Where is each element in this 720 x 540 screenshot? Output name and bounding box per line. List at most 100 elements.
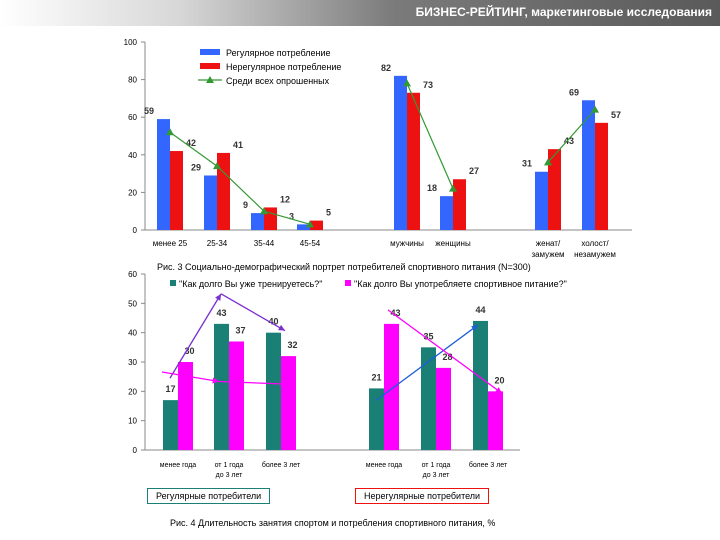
chart1-bar: [310, 220, 323, 230]
chart1-x-tick-label: мужчины: [390, 239, 424, 248]
chart1-y-tick-label: 40: [128, 151, 137, 160]
chart1-title: Рис. 3 Социально-демографический портрет…: [157, 262, 531, 272]
chart1-y-tick-label: 0: [133, 226, 138, 235]
chart1-bar: [407, 92, 420, 230]
chart1-bar: [217, 152, 230, 230]
chart2-y-tick-label: 40: [128, 329, 137, 338]
chart1-x-tick-label: холост/незамужем: [574, 239, 616, 259]
chart1-series-line: [406, 83, 454, 189]
chart2-x-tick-label: более 3 лет: [469, 461, 508, 469]
chart1-bar: [440, 196, 453, 230]
chart2-data-label: 44: [475, 305, 485, 315]
chart2-x-tick-label: от 1 года до 3 лет: [422, 462, 451, 479]
chart1-data-label: 12: [280, 194, 290, 204]
chart2-x-tick-label: более 3 лет: [262, 461, 301, 469]
chart2-x-tick-label: менее года: [160, 462, 197, 469]
chart2-bar: [281, 356, 296, 450]
chart2-data-label: 21: [371, 372, 381, 382]
chart2-bar: [488, 391, 503, 450]
chart2-trend-arrow-head: [471, 324, 478, 332]
chart1-y-tick-label: 20: [128, 188, 137, 197]
chart1-legend-label: Среди всех опрошенных: [226, 76, 330, 86]
chart2-data-label: 20: [494, 375, 504, 385]
chart1-series-line: [263, 210, 311, 225]
chart-demographics: 0 20 40 60 80 100 59 42 менее 25 29 41 25-34 9 12 35-4…: [124, 38, 632, 259]
chart1-legend-swatch: [200, 49, 220, 55]
chart2-data-label: 32: [287, 340, 297, 350]
chart2-y-tick-label: 30: [128, 358, 137, 367]
chart1-point: [591, 105, 599, 113]
chart2-trend-arrow: [375, 324, 479, 401]
chart1-series-line: [216, 165, 265, 212]
chart1-data-label: 57: [611, 110, 621, 120]
chart1-data-label: 9: [243, 200, 248, 210]
chart1-data-label: 3: [289, 211, 294, 221]
chart2-data-label: 30: [184, 346, 194, 356]
chart1-y-tick-label: 100: [124, 38, 138, 47]
chart1-data-label: 69: [569, 87, 579, 97]
chart2-x-tick-label: от 1 года до 3 лет: [215, 462, 244, 479]
chart1-point: [213, 162, 221, 170]
chart1-data-label: 73: [423, 80, 433, 90]
chart1-x-tick-label: 25-34: [207, 239, 228, 248]
chart1-data-label: 43: [564, 136, 574, 146]
header-title: БИЗНЕС-РЕЙТИНГ, маркетинговые исследован…: [415, 5, 712, 19]
chart2-trend-arrow-head: [278, 324, 285, 331]
chart1-legend-label: Нерегулярное потребление: [226, 62, 341, 72]
chart1-legend-marker: [206, 76, 214, 83]
chart2-bar: [163, 400, 178, 450]
chart2-x-tick-label: менее года: [366, 462, 403, 469]
chart2-data-label: 35: [423, 331, 433, 341]
chart1-bar: [595, 122, 608, 230]
chart2-trend-arrow: [387, 309, 503, 394]
chart2-y-tick-label: 10: [128, 417, 137, 426]
chart2-data-label: 37: [235, 325, 245, 335]
chart2-trend-arrow-head: [215, 293, 221, 301]
chart2-y-tick-label: 50: [128, 299, 137, 308]
chart1-bar: [297, 224, 310, 230]
chart1-bar: [251, 213, 264, 230]
chart2-bar: [421, 347, 436, 450]
chart2-bar: [473, 320, 488, 450]
chart1-bar: [157, 119, 170, 230]
chart2-bar: [436, 367, 451, 450]
chart1-x-tick-label: женат/замужем: [531, 239, 564, 259]
chart1-bar: [394, 75, 407, 230]
chart2-y-tick-label: 60: [128, 270, 137, 279]
chart1-data-label: 42: [186, 138, 196, 148]
chart2-legend-label: "Как долго Вы употребляете спортивное пи…: [354, 279, 567, 289]
chart1-x-tick-label: менее 25: [153, 239, 188, 248]
chart1-data-label: 27: [469, 166, 479, 176]
chart2-data-label: 40: [268, 317, 278, 327]
chart1-data-label: 5: [326, 208, 331, 218]
chart1-y-tick-label: 80: [128, 76, 137, 85]
chart2-trend-arrow-head: [212, 377, 219, 384]
chart2-trend-arrow: [169, 293, 222, 379]
chart1-point: [544, 158, 552, 166]
chart1-data-label: 59: [144, 106, 154, 116]
chart1-bar: [204, 175, 217, 230]
chart1-legend-swatch: [200, 63, 220, 69]
chart2-data-label: 43: [216, 308, 226, 318]
chart1-x-tick-label: женщины: [435, 239, 471, 248]
chart1-bar: [535, 171, 548, 230]
chart-duration: 0 10 20 30 40 50 60 17 30 менее года 43 37 от 1 года…: [128, 270, 567, 479]
chart2-bar: [266, 332, 281, 450]
chart1-data-label: 82: [381, 63, 391, 73]
chart1-bar: [582, 100, 595, 230]
chart2-legend-swatch: [170, 280, 176, 286]
chart1-data-label: 31: [522, 159, 532, 169]
chart2-bar: [178, 362, 193, 450]
chart2-data-label: 28: [442, 352, 452, 362]
chart2-trend-arrow: [161, 371, 220, 383]
chart2-trend-arrow: [220, 293, 286, 332]
chart2-bar: [369, 388, 384, 450]
chart2-bar: [214, 323, 229, 450]
chart2-trend-arrow-head: [280, 380, 287, 387]
chart2-bar: [229, 341, 244, 450]
chart1-series-line: [547, 109, 596, 163]
chart1-series-line: [169, 131, 218, 167]
chart1-y-tick-label: 60: [128, 113, 137, 122]
chart2-legend-swatch: [345, 280, 351, 286]
